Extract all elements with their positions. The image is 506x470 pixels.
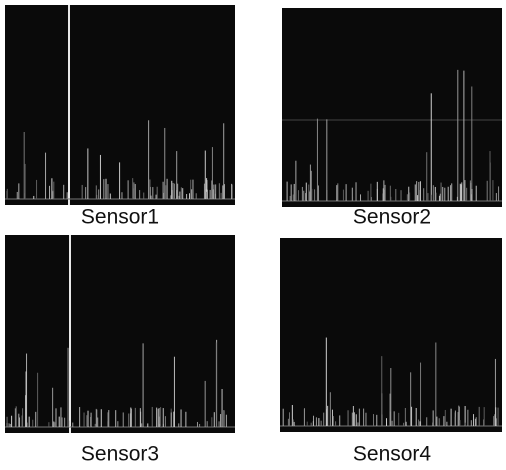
- panel-label: Sensor4: [353, 443, 432, 466]
- panel: [5, 235, 235, 433]
- panel-label: Sensor2: [353, 206, 431, 229]
- panel-label: Sensor3: [81, 443, 159, 466]
- panel: [282, 8, 502, 207]
- panel-label: Sensor1: [81, 206, 159, 229]
- noise: [5, 69, 502, 428]
